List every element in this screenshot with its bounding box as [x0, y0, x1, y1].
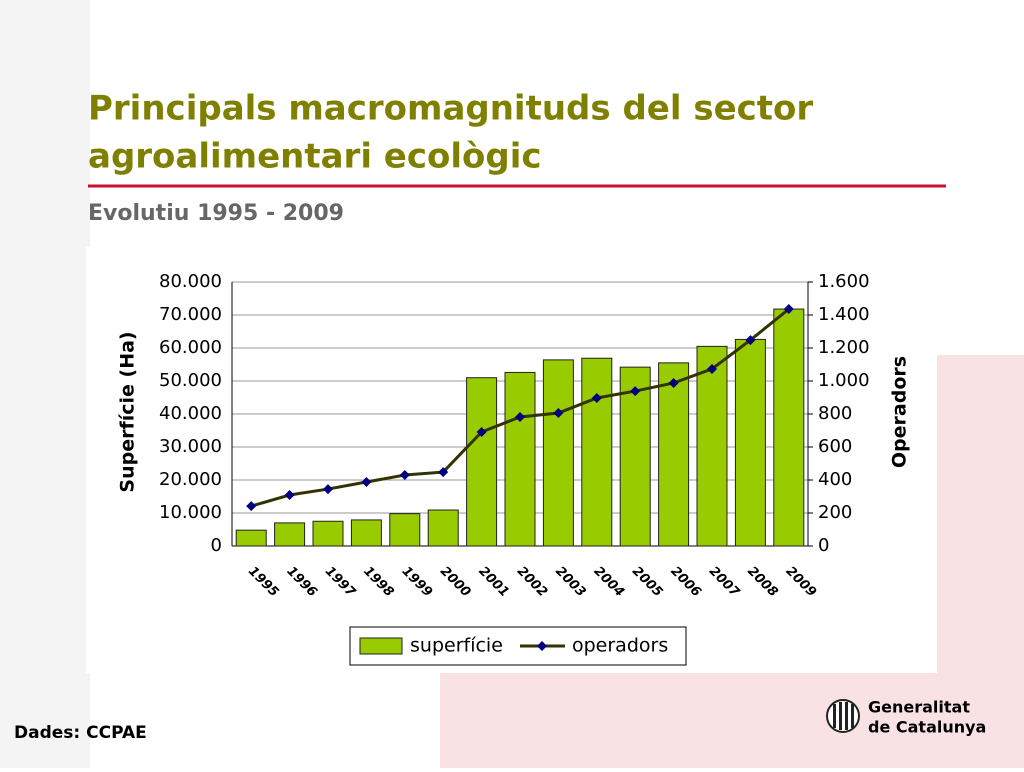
y-tick-label: 50.000 — [159, 370, 222, 391]
bar — [773, 308, 805, 547]
legend — [349, 626, 687, 666]
bar — [504, 371, 536, 547]
bar — [350, 519, 382, 547]
y2-axis-title: Operadors — [889, 356, 911, 468]
bar — [734, 338, 766, 547]
subtitle: Evolutiu 1995 - 2009 — [88, 201, 344, 226]
bar — [312, 520, 344, 547]
marker — [553, 408, 564, 419]
marker — [323, 484, 333, 495]
bar — [427, 509, 459, 547]
y2-tick-label: 600 — [818, 436, 852, 457]
legend-marker — [537, 641, 547, 651]
marker — [707, 363, 717, 374]
slide-title: Principals macromagnituds del sector — [88, 89, 813, 129]
logo-stripe — [845, 702, 848, 730]
y-tick-label: 60.000 — [159, 337, 222, 358]
legend-label: operadors — [572, 635, 668, 657]
bar — [235, 529, 267, 547]
logo-icon — [826, 699, 860, 733]
marker — [361, 476, 372, 487]
marker — [630, 386, 641, 397]
y2-tick-label: 1.000 — [818, 370, 870, 391]
marker — [284, 490, 295, 501]
y-tick-label: 80.000 — [159, 271, 222, 292]
bar — [696, 345, 728, 547]
marker — [438, 467, 449, 478]
y2-tick-label: 1.600 — [818, 271, 870, 292]
y-axis-title: Superfície (Ha) — [117, 331, 139, 492]
marker — [399, 470, 410, 481]
logo: Generalitat de Catalunya — [826, 698, 986, 737]
y2-tick-label: 400 — [818, 469, 852, 490]
background-decoration — [0, 0, 90, 768]
bar — [581, 357, 613, 547]
y-tick-label: 40.000 — [159, 403, 222, 424]
y2-tick-label: 1.200 — [818, 337, 870, 358]
y-tick-label: 0 — [211, 535, 222, 556]
bar — [542, 359, 574, 547]
y2-tick-label: 1.400 — [818, 304, 870, 325]
y2-tick-label: 200 — [818, 502, 852, 523]
y2-tick-label: 0 — [818, 535, 829, 556]
y-tick-label: 70.000 — [159, 304, 222, 325]
marker — [591, 392, 602, 403]
slide-title: agroalimentari ecològic — [88, 137, 542, 177]
bar — [274, 522, 306, 547]
y-tick-label: 30.000 — [159, 436, 222, 457]
logo-stripe — [833, 704, 836, 728]
bar — [466, 377, 498, 547]
marker — [668, 377, 679, 388]
y2-tick-label: 800 — [818, 403, 852, 424]
marker — [246, 501, 257, 512]
bar — [658, 362, 690, 547]
bar — [389, 513, 421, 547]
marker — [476, 426, 487, 437]
logo-stripe — [839, 702, 842, 730]
legend-label: superfície — [410, 635, 503, 657]
source: Dades: CCPAE — [14, 723, 147, 743]
marker — [783, 304, 794, 315]
marker — [745, 335, 756, 346]
legend-swatch — [359, 637, 403, 655]
y-tick-label: 20.000 — [159, 469, 222, 490]
bar — [619, 366, 651, 547]
logo-stripe — [851, 704, 854, 728]
logo-text: Generalitat — [868, 698, 970, 717]
marker — [515, 411, 525, 422]
logo-text: de Catalunya — [868, 718, 986, 737]
y-tick-label: 10.000 — [159, 502, 222, 523]
